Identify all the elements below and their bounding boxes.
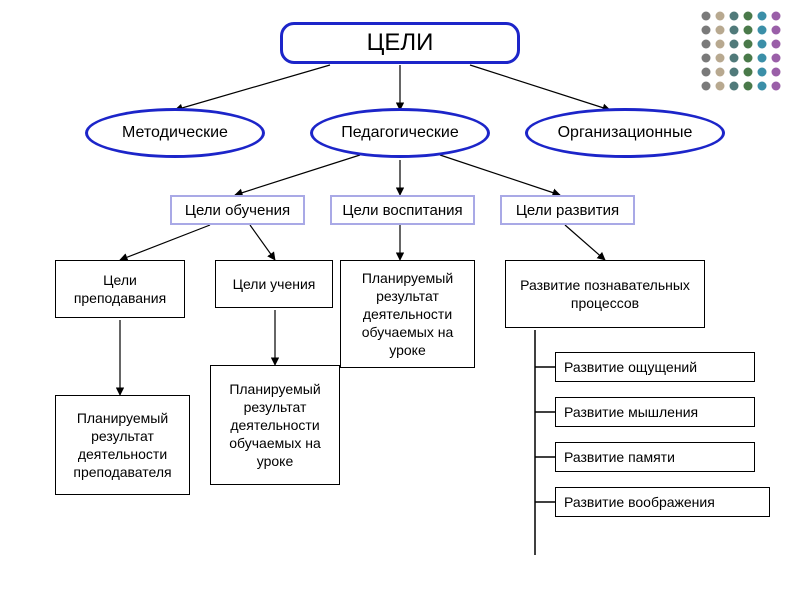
box-cognitive-development: Развитие познавательных процессов	[505, 260, 705, 328]
box-study-goals: Цели учения	[215, 260, 333, 308]
list-imagination: Развитие воображения	[555, 487, 770, 517]
ellipse-methodical: Методические	[85, 108, 265, 158]
sub-education-goals: Цели воспитания	[330, 195, 475, 225]
root-goals: ЦЕЛИ	[280, 22, 520, 64]
list-memory: Развитие памяти	[555, 442, 755, 472]
box-planned-result-students: Планируемый результат деятельности обуча…	[340, 260, 475, 368]
list-sensations: Развитие ощущений	[555, 352, 755, 382]
sub-development-goals: Цели развития	[500, 195, 635, 225]
box-teacher-result: Планируемый результат деятельности препо…	[55, 395, 190, 495]
list-thinking: Развитие мышления	[555, 397, 755, 427]
box-teaching-goals: Цели преподавания	[55, 260, 185, 318]
dot-grid-icon	[698, 8, 788, 98]
ellipse-pedagogical: Педагогические	[310, 108, 490, 158]
box-student-result: Планируемый результат деятельности обуча…	[210, 365, 340, 485]
sub-learning-goals: Цели обучения	[170, 195, 305, 225]
ellipse-organizational: Организационные	[525, 108, 725, 158]
